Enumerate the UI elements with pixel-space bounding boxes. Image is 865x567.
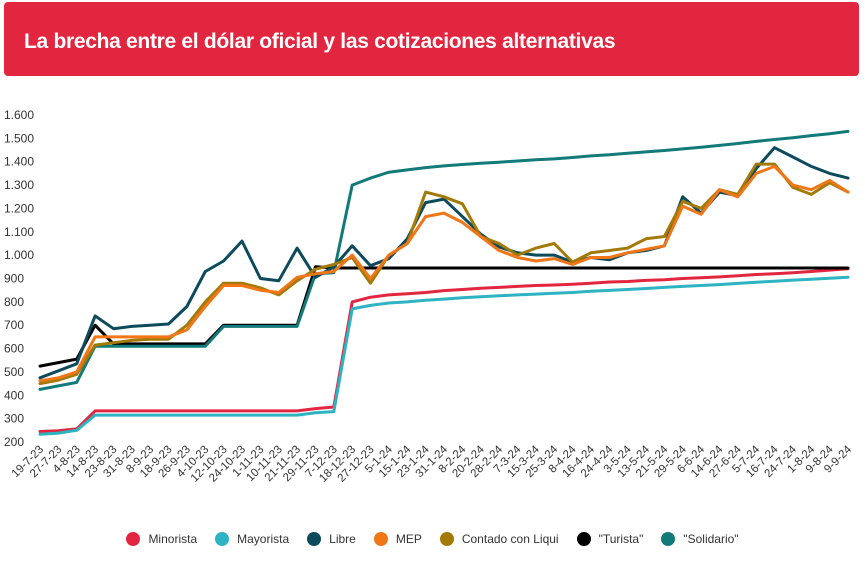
series-line-contado-con-liqui [38, 162, 850, 386]
legend-label: Minorista [148, 532, 198, 546]
y-axis: 200 300 400 500 600 700 800 900 1.000 1.100 1.200 1… [4, 108, 34, 449]
legend-item: "Solidario" [661, 532, 739, 546]
legend-label: "Solidario" [683, 532, 739, 546]
y-tick-label: 1.300 [4, 178, 34, 192]
y-tick-label: 200 [4, 435, 24, 449]
legend-label: "Turista" [598, 532, 644, 546]
y-tick-label: 700 [4, 318, 24, 332]
legend-swatch [439, 532, 454, 546]
series-line-turista [38, 265, 850, 368]
legend-item: Minorista [126, 532, 197, 546]
legend-swatch [661, 532, 676, 546]
y-tick-label: 1.600 [4, 108, 34, 122]
legend-swatch [576, 532, 591, 546]
y-tick-label: 1.200 [4, 201, 34, 215]
series-line-minorista [38, 267, 850, 433]
legend-item: Contado con Liqui [439, 532, 559, 546]
legend-item: Mayorista [215, 532, 289, 546]
series-lines [38, 129, 850, 436]
y-tick-label: 1.000 [4, 248, 34, 262]
chart-legend: Minorista Mayorista Libre MEP Contado con Li… [0, 528, 865, 550]
series-line-mep [38, 164, 850, 383]
y-tick-label: 400 [4, 388, 24, 402]
y-tick-label: 1.400 [4, 155, 34, 169]
legend-label: Libre [329, 532, 356, 546]
legend-swatch [307, 532, 322, 546]
chart-title: La brecha entre el dólar oficial y las c… [24, 30, 616, 53]
legend-item: Libre [307, 532, 356, 546]
legend-label: MEP [395, 532, 422, 546]
legend-item: "Turista" [576, 532, 644, 546]
legend-item: MEP [373, 532, 422, 546]
x-axis: 19-7-2327-7-234-8-2314-8-2323-8-2331-8-2… [10, 443, 855, 484]
legend-label: Mayorista [237, 532, 290, 546]
y-tick-label: 1.100 [4, 225, 34, 239]
series-line-solidario [38, 129, 850, 391]
y-tick-label: 600 [4, 342, 24, 356]
y-tick-label: 500 [4, 365, 24, 379]
legend-swatch [126, 532, 141, 546]
legend-swatch [373, 532, 388, 546]
series-line-mayorista [38, 275, 850, 436]
legend-label: Contado con Liqui [461, 532, 559, 546]
y-tick-label: 300 [4, 412, 24, 426]
y-tick-label: 800 [4, 295, 24, 309]
y-tick-label: 900 [4, 272, 24, 286]
legend-swatch [215, 532, 230, 546]
y-tick-label: 1.500 [4, 131, 34, 145]
chart-header: La brecha entre el dólar oficial y las c… [4, 2, 859, 76]
